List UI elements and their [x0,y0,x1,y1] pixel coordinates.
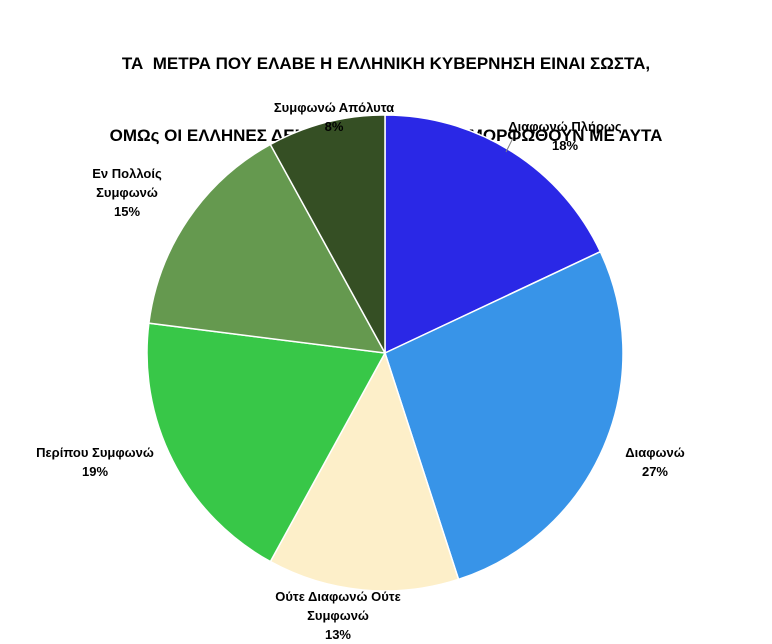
slice-label-text: Περίπου Συμφωνώ [36,445,154,460]
slice-label-text-2: Συμφωνώ [307,608,369,623]
slice-label-oute-diafono-oute-symfono: Ούτε Διαφωνώ Ούτε Συμφωνώ 13% [275,587,400,644]
slice-label-percent: 19% [81,464,109,479]
slice-label-text: Διαφωνώ [625,445,685,460]
slice-label-percent: 13% [324,627,352,642]
pie-slice-symfono-apolyta [269,114,386,354]
leader-line-diafono-pliros [505,137,514,153]
slice-label-diafono: Διαφωνώ 27% [625,443,684,481]
pie-slice-en-pollois-symfono [148,143,387,354]
slice-label-en-pollois-symfono: Εν Πολλοίς Συμφωνώ 15% [92,164,161,221]
slice-label-text: Εν Πολλοίς [92,166,162,181]
slice-label-symfono-apolyta: Συμφωνώ Απόλυτα 8% [274,98,394,136]
slice-label-text: Συμφωνώ Απόλυτα [273,100,395,115]
chart-title-line-1: ΤΑ ΜΕΤΡΑ ΠΟΥ ΕΛΑΒΕ Η ΕΛΛΗΝΙΚΗ ΚΥΒΕΡΝΗΣΗ … [121,54,651,73]
pie-slice-diafono [384,250,624,581]
slice-label-percent: 15% [113,204,141,219]
slice-label-text: Ούτε Διαφωνώ Ούτε [275,589,401,604]
pie-slice-peripou-symfono [146,322,387,563]
pie-slice-oute-diafono-oute-symfono [269,351,460,592]
slice-label-text-2: Συμφωνώ [96,185,158,200]
slice-label-text: Διαφωνώ Πλήρως [508,119,622,134]
pie-slice-diafono-pliros [384,114,602,355]
slice-label-percent: 8% [324,119,344,134]
slice-label-peripou-symfono: Περίπου Συμφωνώ 19% [36,443,154,481]
slice-label-percent: 27% [641,464,669,479]
slice-label-diafono-pliros: Διαφωνώ Πλήρως 18% [508,117,621,155]
slice-label-percent: 18% [551,138,579,153]
